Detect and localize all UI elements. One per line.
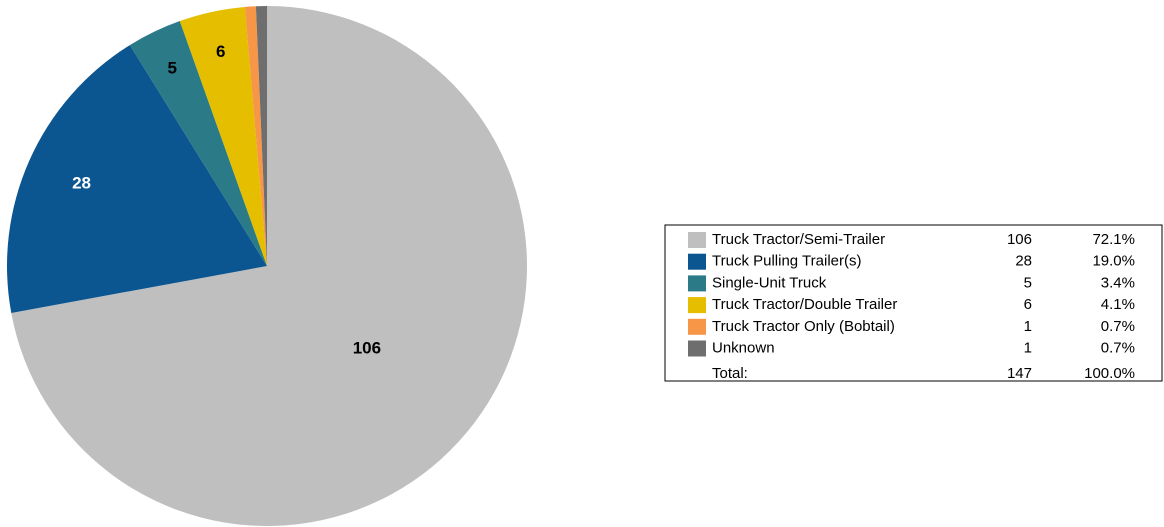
legend-label: Truck Pulling Trailer(s) xyxy=(712,253,861,270)
legend-label: Truck Tractor/Semi-Trailer xyxy=(712,231,885,248)
legend-swatch xyxy=(688,275,706,292)
pie-slice xyxy=(255,6,267,266)
legend-percent: 0.7% xyxy=(1101,339,1135,356)
legend-percent: 72.1% xyxy=(1092,231,1135,248)
legend-count: 28 xyxy=(1015,253,1032,270)
legend-box xyxy=(664,224,1163,382)
total-percent: 100.0% xyxy=(1084,365,1135,382)
legend-swatch xyxy=(688,297,706,314)
pie-slice xyxy=(11,6,527,526)
data-label: 28 xyxy=(72,173,91,192)
legend-count: 1 xyxy=(1024,318,1032,335)
legend-label: Single-Unit Truck xyxy=(712,274,827,291)
pie-slice xyxy=(129,21,267,266)
legend-swatch xyxy=(688,340,706,357)
legend-count: 1 xyxy=(1024,339,1032,356)
data-label: 5 xyxy=(168,59,177,78)
legend-label: Truck Tractor/Double Trailer xyxy=(712,296,897,313)
data-label: 6 xyxy=(216,42,225,61)
legend-swatch xyxy=(688,232,706,248)
legend-count: 6 xyxy=(1024,296,1032,313)
legend-count: 5 xyxy=(1024,274,1032,291)
legend-label: Unknown xyxy=(712,339,775,356)
legend-percent: 0.7% xyxy=(1101,318,1135,335)
data-label: 106 xyxy=(353,339,381,358)
legend-percent: 4.1% xyxy=(1101,296,1135,313)
pie-slice xyxy=(244,6,267,267)
legend-swatch xyxy=(688,318,706,335)
legend-swatch xyxy=(688,253,706,270)
legend-count: 106 xyxy=(1007,231,1032,248)
total-label: Total: xyxy=(712,365,748,382)
legend-label: Truck Tractor Only (Bobtail) xyxy=(712,318,895,335)
legend-percent: 3.4% xyxy=(1101,274,1135,291)
pie-slice xyxy=(6,45,267,313)
pie-slice xyxy=(179,6,267,266)
total-count: 147 xyxy=(1007,365,1032,382)
legend-percent: 19.0% xyxy=(1092,253,1135,270)
